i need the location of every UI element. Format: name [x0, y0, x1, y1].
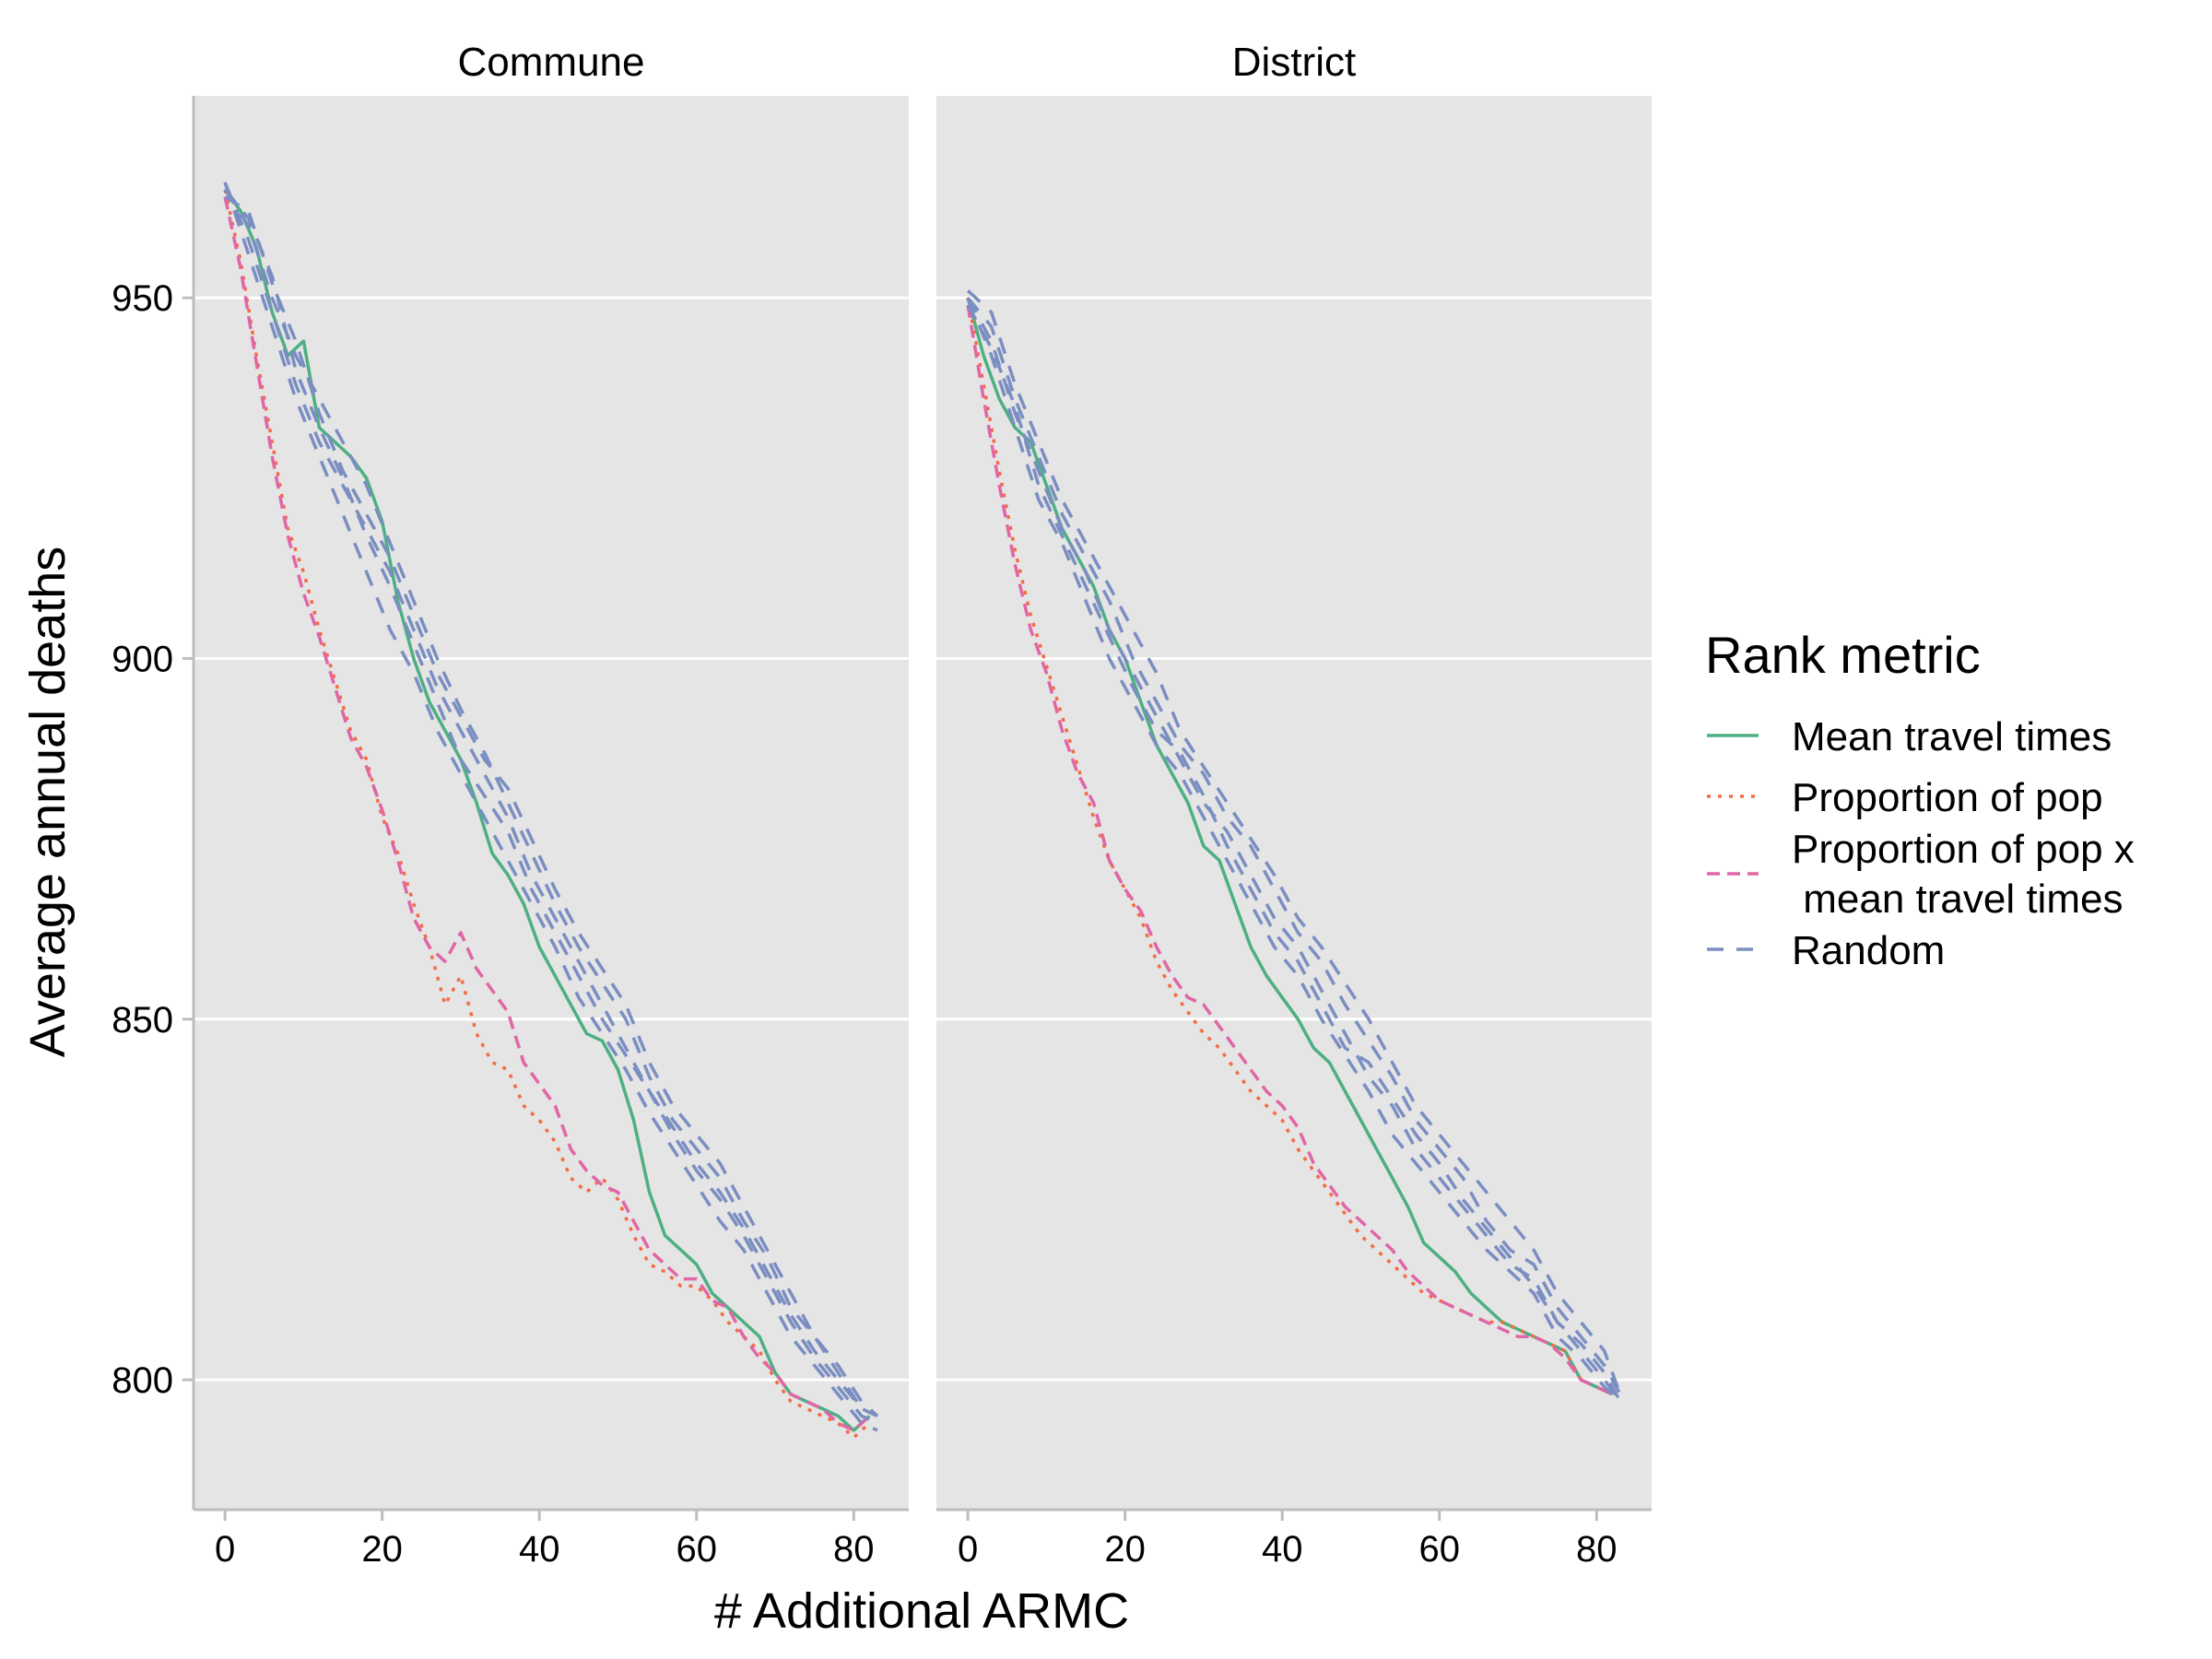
legend-label-random: Random — [1792, 928, 1945, 973]
x-tick-label-0: 0 — [958, 1529, 978, 1570]
series-line-district-proportion-of-pop-x-mean-travel-times — [966, 304, 1614, 1396]
series-line-commune-random-2 — [223, 182, 878, 1425]
legend-label-proportion-of-pop: Proportion of pop — [1792, 775, 2103, 820]
series-line-commune-mean-travel-times — [223, 188, 871, 1432]
x-tick-label-80: 80 — [1576, 1529, 1618, 1570]
series-line-commune-proportion-of-pop — [223, 189, 871, 1440]
panel-title-commune: Commune — [458, 40, 645, 85]
panel-background-commune — [194, 96, 909, 1510]
panel-commune: Commune 0 20 40 60 80 800 850 900 950 — [112, 40, 909, 1570]
legend: Rank metric Mean travel times Proportion… — [1705, 626, 2135, 973]
series-line-commune-random-4 — [223, 182, 878, 1432]
legend-label-proportion-of-pop-x-line2: mean travel times — [1792, 877, 2123, 922]
series-line-district-random-3 — [966, 297, 1622, 1403]
x-tick-label-0: 0 — [215, 1529, 235, 1570]
x-axis-title: # Additional ARMC — [714, 1583, 1129, 1639]
panels-layer: Commune 0 20 40 60 80 800 850 900 950 District 0 20 4… — [112, 40, 1652, 1570]
legend-label-mean-travel-times: Mean travel times — [1792, 714, 2112, 759]
y-axis-title: Average annual deaths — [20, 547, 76, 1057]
x-tick-label-20: 20 — [361, 1529, 403, 1570]
legend-label-proportion-of-pop-x-line1: Proportion of pop x — [1792, 827, 2135, 872]
x-tick-label-60: 60 — [1419, 1529, 1461, 1570]
x-tick-label-80: 80 — [833, 1529, 875, 1570]
series-line-commune-random-3 — [224, 195, 879, 1418]
panel-district: District 0 20 40 60 80 — [936, 40, 1652, 1570]
x-tick-label-20: 20 — [1104, 1529, 1146, 1570]
series-line-commune-random-1 — [223, 188, 878, 1418]
x-tick-label-40: 40 — [519, 1529, 560, 1570]
panel-background-district — [936, 96, 1652, 1510]
y-tick-label-800: 800 — [112, 1360, 173, 1401]
series-line-district-random-5 — [966, 304, 1622, 1403]
series-line-commune-random-5 — [223, 188, 878, 1418]
y-tick-label-850: 850 — [112, 1000, 173, 1041]
series-line-district-random-2 — [966, 296, 1622, 1395]
series-line-district-random-4 — [966, 289, 1622, 1395]
series-line-commune-proportion-of-pop-x-mean-travel-times — [223, 196, 871, 1432]
y-tick-label-950: 950 — [112, 278, 173, 319]
y-tick-label-900: 900 — [112, 639, 173, 679]
x-tick-label-40: 40 — [1262, 1529, 1303, 1570]
legend-title: Rank metric — [1705, 626, 1981, 684]
x-tick-label-60: 60 — [677, 1529, 718, 1570]
panel-title-district: District — [1232, 40, 1356, 85]
